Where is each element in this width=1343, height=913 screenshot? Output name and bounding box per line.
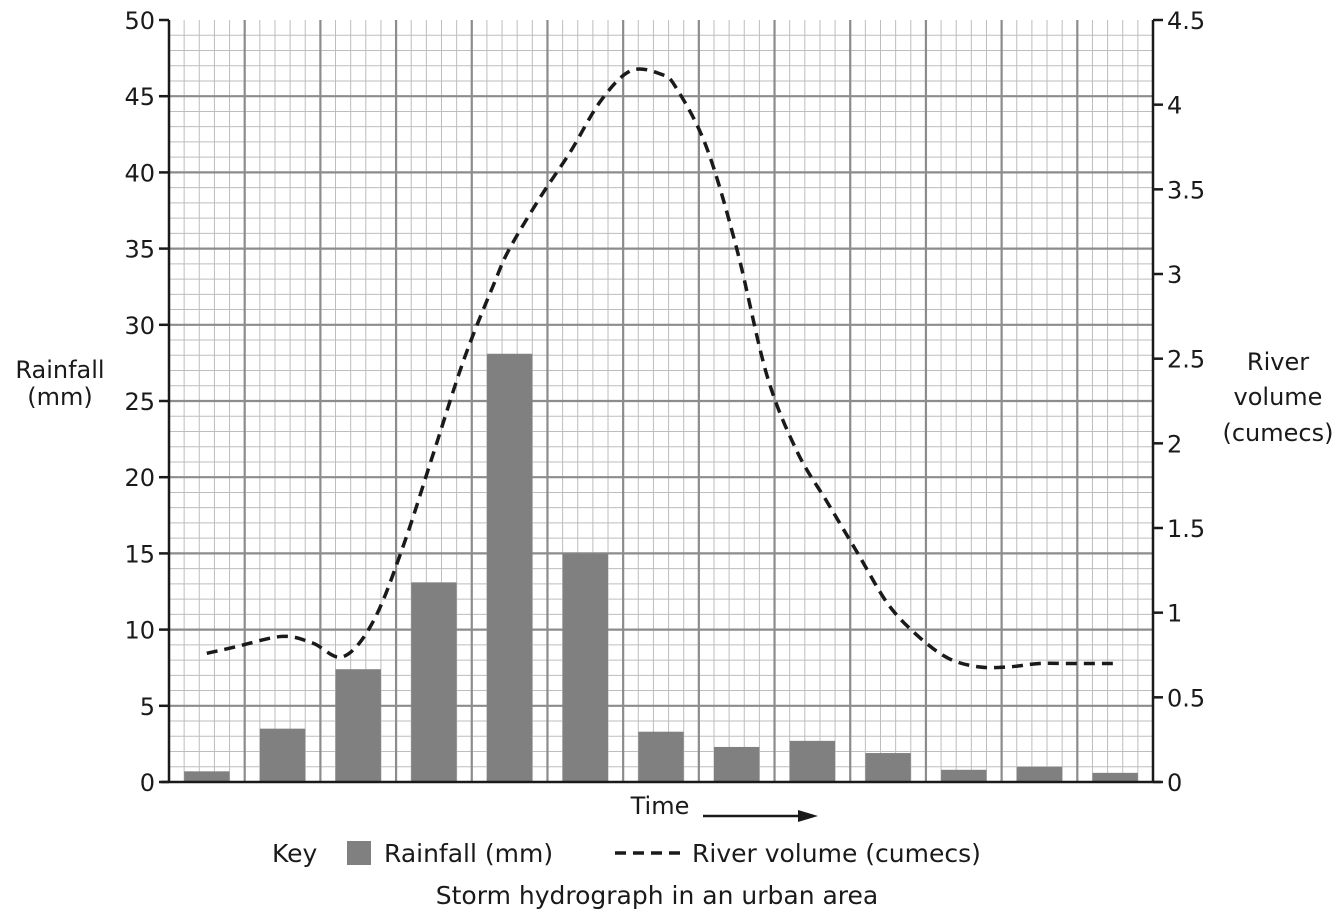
legend-river-volume-label: River volume (cumecs)	[692, 839, 981, 868]
rainfall-bar	[411, 582, 457, 782]
right-tick-label: 0	[1167, 769, 1182, 797]
right-tick-label: 1	[1167, 600, 1182, 628]
rainfall-bar	[865, 753, 911, 782]
left-tick-label: 30	[124, 312, 155, 340]
right-tick-label: 3	[1167, 261, 1182, 289]
right-axis-title-line-1: River	[1247, 348, 1309, 376]
chart-caption: Storm hydrograph in an urban area	[436, 881, 878, 910]
left-tick-label: 5	[140, 693, 155, 721]
left-tick-labels: 0 5 10 15 20 25 30 35 40 45 50	[124, 7, 169, 797]
left-tick-label: 0	[140, 769, 155, 797]
left-tick-label: 40	[124, 159, 155, 187]
right-axis-title-line-2: volume	[1234, 383, 1323, 411]
legend-rainfall-swatch	[347, 841, 371, 865]
right-tick-label: 2.5	[1167, 346, 1205, 374]
rainfall-bar	[789, 740, 836, 782]
left-tick-label: 45	[124, 83, 155, 111]
right-axis-title-line-3: (cumecs)	[1223, 419, 1334, 447]
rainfall-bar	[184, 771, 230, 782]
x-axis-title: Time	[630, 792, 690, 820]
rainfall-bar	[562, 553, 609, 782]
right-tick-label: 3.5	[1167, 176, 1205, 204]
rainfall-bar	[713, 746, 760, 782]
rainfall-bar	[638, 731, 684, 782]
time-arrow-head	[798, 810, 818, 822]
right-tick-labels: 0 0.5 1 1.5 2 2.5 3 3.5 4 4.5	[1153, 7, 1205, 797]
rainfall-bar	[941, 769, 987, 782]
left-tick-label: 15	[124, 540, 155, 568]
left-tick-label: 10	[124, 617, 155, 645]
right-tick-label: 1.5	[1167, 515, 1205, 543]
river-volume-line	[206, 67, 1116, 670]
legend-rainfall-label: Rainfall (mm)	[384, 839, 553, 868]
right-tick-label: 4	[1167, 92, 1182, 120]
left-axis-title-line-1: Rainfall	[15, 356, 104, 384]
left-tick-label: 25	[124, 388, 155, 416]
rainfall-bar	[259, 728, 306, 782]
rainfall-bar	[486, 353, 533, 782]
rainfall-bar	[1092, 772, 1138, 782]
left-tick-label: 35	[124, 236, 155, 264]
rainfall-bars	[184, 353, 1138, 782]
left-tick-label: 20	[124, 464, 155, 492]
legend-title: Key	[272, 839, 318, 868]
rainfall-bar	[335, 669, 381, 782]
right-tick-label: 4.5	[1167, 7, 1205, 35]
left-axis-title-line-2: (mm)	[27, 383, 92, 411]
right-tick-label: 0.5	[1167, 684, 1205, 712]
major-gridlines	[169, 20, 1153, 782]
left-tick-label: 50	[124, 7, 155, 35]
right-tick-label: 2	[1167, 430, 1182, 458]
rainfall-bar	[1016, 766, 1063, 782]
